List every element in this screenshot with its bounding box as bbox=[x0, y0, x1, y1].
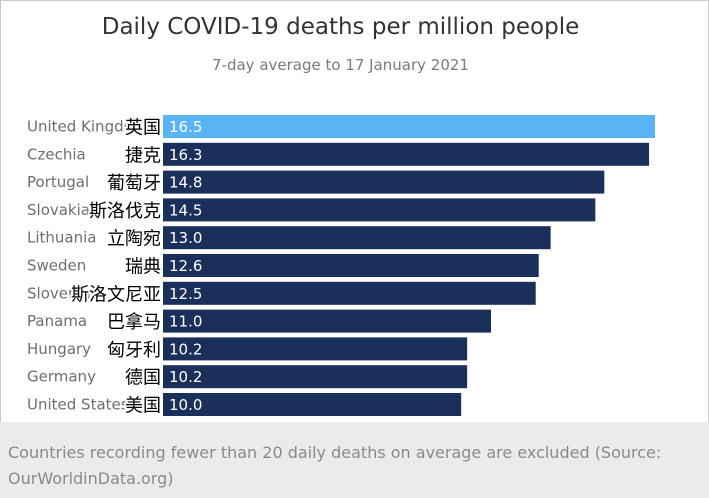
footnote: Countries recording fewer than 20 daily … bbox=[8, 440, 698, 492]
bar bbox=[163, 309, 491, 333]
overlay-label: 立陶宛 bbox=[107, 229, 161, 250]
value-label: 16.5 bbox=[169, 118, 202, 136]
footnote-line-2: OurWorldinData.org) bbox=[8, 469, 174, 488]
chart-title: Daily COVID-19 deaths per million people bbox=[101, 14, 580, 40]
country-label: Germany bbox=[27, 368, 96, 386]
chart-subtitle: 7-day average to 17 January 2021 bbox=[212, 56, 469, 74]
bar bbox=[163, 170, 605, 194]
bar bbox=[163, 226, 551, 250]
country-label: United Kingdom bbox=[27, 118, 147, 136]
country-label: Czechia bbox=[27, 145, 86, 163]
overlay-label: 巴拿马 bbox=[107, 311, 161, 333]
footer-band bbox=[0, 422, 709, 498]
bar-chart: United Kingdom 16.5 英国 Czechia 16.3 捷克 Portuga… bbox=[27, 115, 655, 418]
value-label: 13.0 bbox=[169, 229, 202, 247]
country-label: Slovenia bbox=[27, 284, 91, 302]
country-label: Slovakia bbox=[27, 201, 90, 219]
overlay-label: 德国 bbox=[125, 368, 161, 389]
footnote-line-1: Countries recording fewer than 20 daily … bbox=[8, 443, 662, 462]
value-label: 16.3 bbox=[169, 146, 202, 164]
country-label: Sweden bbox=[27, 257, 86, 275]
overlay-label: 捷克 bbox=[125, 145, 161, 166]
value-label: 14.5 bbox=[169, 201, 202, 219]
overlay-label: 英国 bbox=[125, 118, 161, 139]
value-label: 10.2 bbox=[169, 340, 202, 358]
value-label: 10.0 bbox=[169, 396, 202, 414]
bar bbox=[163, 337, 468, 361]
country-label: Panama bbox=[27, 312, 87, 330]
overlay-label: 瑞典 bbox=[125, 257, 161, 278]
value-label: 12.5 bbox=[169, 285, 202, 303]
value-label: 12.6 bbox=[169, 257, 202, 275]
bar bbox=[163, 142, 650, 166]
bar bbox=[163, 281, 536, 305]
overlay-label: 匈牙利 bbox=[107, 340, 161, 361]
value-label: 10.2 bbox=[169, 368, 202, 386]
bar bbox=[163, 115, 655, 138]
bar bbox=[163, 198, 596, 222]
bar bbox=[163, 254, 539, 277]
overlay-label: 斯洛伐克 bbox=[89, 201, 161, 222]
country-label: Lithuania bbox=[27, 229, 96, 247]
bar bbox=[163, 393, 462, 416]
bar bbox=[163, 365, 468, 389]
overlay-label: 斯洛文尼亚 bbox=[71, 284, 161, 305]
value-label: 14.8 bbox=[169, 174, 202, 192]
country-label: United States bbox=[27, 396, 129, 414]
overlay-label: 美国 bbox=[125, 396, 161, 417]
country-label: Hungary bbox=[27, 340, 91, 358]
country-label: Portugal bbox=[27, 173, 89, 191]
value-label: 11.0 bbox=[169, 313, 202, 331]
overlay-label: 葡萄牙 bbox=[107, 173, 161, 194]
